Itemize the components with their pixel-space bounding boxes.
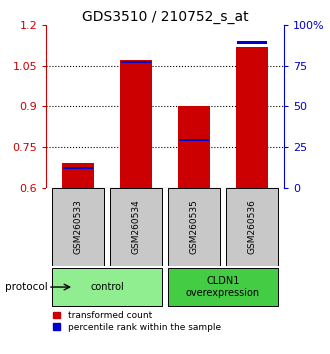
Bar	[121, 61, 151, 63]
Text: GSM260533: GSM260533	[74, 199, 82, 254]
Bar	[120, 59, 152, 188]
Legend: transformed count, percentile rank within the sample: transformed count, percentile rank withi…	[53, 311, 221, 332]
Text: control: control	[90, 282, 124, 292]
Bar	[62, 163, 94, 188]
FancyBboxPatch shape	[110, 188, 162, 266]
Text: CLDN1
overexpression: CLDN1 overexpression	[186, 276, 260, 298]
Bar	[236, 47, 268, 188]
Text: GSM260535: GSM260535	[189, 199, 198, 254]
Bar	[178, 106, 210, 188]
Bar	[63, 167, 93, 170]
FancyBboxPatch shape	[226, 188, 278, 266]
FancyBboxPatch shape	[168, 268, 278, 306]
Bar	[179, 139, 209, 142]
FancyBboxPatch shape	[168, 188, 220, 266]
Text: GSM260536: GSM260536	[248, 199, 256, 254]
Bar	[237, 41, 267, 44]
Title: GDS3510 / 210752_s_at: GDS3510 / 210752_s_at	[82, 10, 248, 24]
FancyBboxPatch shape	[52, 268, 162, 306]
Text: protocol: protocol	[5, 282, 48, 292]
FancyBboxPatch shape	[52, 188, 104, 266]
Text: GSM260534: GSM260534	[132, 199, 141, 254]
